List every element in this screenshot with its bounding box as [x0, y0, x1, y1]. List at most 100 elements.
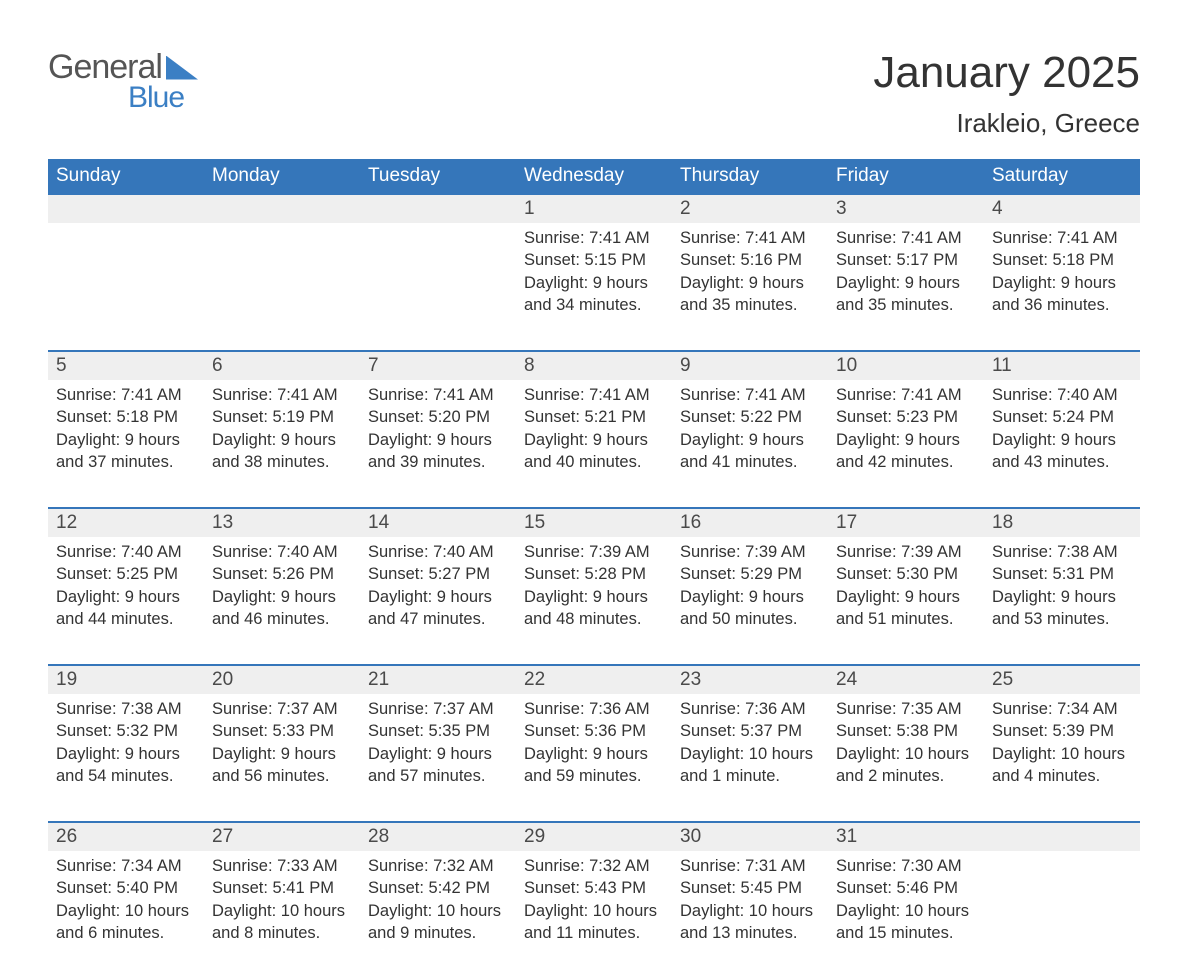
day-number-cell: 24: [828, 665, 984, 694]
sunrise-line: Sunrise: 7:34 AM: [992, 698, 1132, 720]
sunset-line: Sunset: 5:28 PM: [524, 563, 664, 585]
weekday-header: Wednesday: [516, 159, 672, 194]
sunrise-line: Sunrise: 7:37 AM: [212, 698, 352, 720]
daylight-line: Daylight: 9 hours and 48 minutes.: [524, 586, 664, 631]
sunrise-line: Sunrise: 7:36 AM: [524, 698, 664, 720]
day-data-cell: Sunrise: 7:39 AMSunset: 5:29 PMDaylight:…: [672, 537, 828, 665]
day-number-cell: 25: [984, 665, 1140, 694]
day-data-cell: Sunrise: 7:39 AMSunset: 5:28 PMDaylight:…: [516, 537, 672, 665]
daylight-line: Daylight: 9 hours and 41 minutes.: [680, 429, 820, 474]
sunrise-line: Sunrise: 7:30 AM: [836, 855, 976, 877]
day-data-cell: Sunrise: 7:40 AMSunset: 5:24 PMDaylight:…: [984, 380, 1140, 508]
day-data-cell: Sunrise: 7:41 AMSunset: 5:18 PMDaylight:…: [984, 223, 1140, 351]
day-number-row: 12131415161718: [48, 508, 1140, 537]
daylight-line: Daylight: 9 hours and 42 minutes.: [836, 429, 976, 474]
day-number-cell: 26: [48, 822, 204, 851]
day-data-cell: Sunrise: 7:41 AMSunset: 5:17 PMDaylight:…: [828, 223, 984, 351]
sunset-line: Sunset: 5:27 PM: [368, 563, 508, 585]
day-data-cell: Sunrise: 7:34 AMSunset: 5:40 PMDaylight:…: [48, 851, 204, 979]
day-data-cell: Sunrise: 7:41 AMSunset: 5:18 PMDaylight:…: [48, 380, 204, 508]
day-number-cell: 13: [204, 508, 360, 537]
daylight-line: Daylight: 9 hours and 54 minutes.: [56, 743, 196, 788]
sunset-line: Sunset: 5:18 PM: [56, 406, 196, 428]
day-data-cell: Sunrise: 7:41 AMSunset: 5:22 PMDaylight:…: [672, 380, 828, 508]
sunset-line: Sunset: 5:22 PM: [680, 406, 820, 428]
day-number-cell: 16: [672, 508, 828, 537]
sunset-line: Sunset: 5:30 PM: [836, 563, 976, 585]
sunrise-line: Sunrise: 7:33 AM: [212, 855, 352, 877]
day-data-cell: Sunrise: 7:41 AMSunset: 5:15 PMDaylight:…: [516, 223, 672, 351]
day-number-cell: 3: [828, 194, 984, 223]
day-data-row: Sunrise: 7:38 AMSunset: 5:32 PMDaylight:…: [48, 694, 1140, 822]
day-number-cell: 5: [48, 351, 204, 380]
day-data-cell: Sunrise: 7:37 AMSunset: 5:35 PMDaylight:…: [360, 694, 516, 822]
day-number-row: 1234: [48, 194, 1140, 223]
day-data-cell: Sunrise: 7:35 AMSunset: 5:38 PMDaylight:…: [828, 694, 984, 822]
sunrise-line: Sunrise: 7:41 AM: [680, 384, 820, 406]
day-number-cell: 23: [672, 665, 828, 694]
sunset-line: Sunset: 5:40 PM: [56, 877, 196, 899]
daylight-line: Daylight: 9 hours and 51 minutes.: [836, 586, 976, 631]
sunrise-line: Sunrise: 7:41 AM: [524, 384, 664, 406]
day-number-cell: 11: [984, 351, 1140, 380]
day-data-cell: Sunrise: 7:41 AMSunset: 5:23 PMDaylight:…: [828, 380, 984, 508]
sunset-line: Sunset: 5:23 PM: [836, 406, 976, 428]
logo-sail-icon: [166, 56, 198, 80]
day-number-cell: 19: [48, 665, 204, 694]
sunrise-line: Sunrise: 7:39 AM: [680, 541, 820, 563]
calendar-table: SundayMondayTuesdayWednesdayThursdayFrid…: [48, 159, 1140, 979]
sunset-line: Sunset: 5:39 PM: [992, 720, 1132, 742]
sunset-line: Sunset: 5:26 PM: [212, 563, 352, 585]
sunrise-line: Sunrise: 7:41 AM: [56, 384, 196, 406]
sunset-line: Sunset: 5:42 PM: [368, 877, 508, 899]
sunset-line: Sunset: 5:24 PM: [992, 406, 1132, 428]
sunrise-line: Sunrise: 7:40 AM: [212, 541, 352, 563]
day-data-row: Sunrise: 7:41 AMSunset: 5:18 PMDaylight:…: [48, 380, 1140, 508]
day-data-row: Sunrise: 7:34 AMSunset: 5:40 PMDaylight:…: [48, 851, 1140, 979]
daylight-line: Daylight: 9 hours and 57 minutes.: [368, 743, 508, 788]
day-data-cell: Sunrise: 7:41 AMSunset: 5:21 PMDaylight:…: [516, 380, 672, 508]
sunrise-line: Sunrise: 7:41 AM: [836, 227, 976, 249]
sunrise-line: Sunrise: 7:41 AM: [836, 384, 976, 406]
daylight-line: Daylight: 10 hours and 2 minutes.: [836, 743, 976, 788]
day-data-cell: [984, 851, 1140, 979]
day-number-cell: 10: [828, 351, 984, 380]
day-number-cell: 6: [204, 351, 360, 380]
day-number-row: 19202122232425: [48, 665, 1140, 694]
daylight-line: Daylight: 9 hours and 50 minutes.: [680, 586, 820, 631]
day-data-cell: Sunrise: 7:31 AMSunset: 5:45 PMDaylight:…: [672, 851, 828, 979]
day-number-cell: [360, 194, 516, 223]
day-number-cell: 30: [672, 822, 828, 851]
day-number-cell: 20: [204, 665, 360, 694]
sunrise-line: Sunrise: 7:41 AM: [368, 384, 508, 406]
sunrise-line: Sunrise: 7:31 AM: [680, 855, 820, 877]
daylight-line: Daylight: 10 hours and 11 minutes.: [524, 900, 664, 945]
daylight-line: Daylight: 9 hours and 44 minutes.: [56, 586, 196, 631]
day-data-cell: [204, 223, 360, 351]
sunrise-line: Sunrise: 7:38 AM: [992, 541, 1132, 563]
day-number-cell: 4: [984, 194, 1140, 223]
sunrise-line: Sunrise: 7:32 AM: [368, 855, 508, 877]
sunset-line: Sunset: 5:38 PM: [836, 720, 976, 742]
daylight-line: Daylight: 9 hours and 36 minutes.: [992, 272, 1132, 317]
day-number-cell: 7: [360, 351, 516, 380]
weekday-header-row: SundayMondayTuesdayWednesdayThursdayFrid…: [48, 159, 1140, 194]
day-number-cell: 28: [360, 822, 516, 851]
sunset-line: Sunset: 5:18 PM: [992, 249, 1132, 271]
day-number-cell: 29: [516, 822, 672, 851]
daylight-line: Daylight: 10 hours and 8 minutes.: [212, 900, 352, 945]
day-number-cell: [48, 194, 204, 223]
weekday-header: Monday: [204, 159, 360, 194]
sunset-line: Sunset: 5:29 PM: [680, 563, 820, 585]
day-data-row: Sunrise: 7:40 AMSunset: 5:25 PMDaylight:…: [48, 537, 1140, 665]
day-data-cell: Sunrise: 7:34 AMSunset: 5:39 PMDaylight:…: [984, 694, 1140, 822]
daylight-line: Daylight: 10 hours and 9 minutes.: [368, 900, 508, 945]
day-data-row: Sunrise: 7:41 AMSunset: 5:15 PMDaylight:…: [48, 223, 1140, 351]
daylight-line: Daylight: 10 hours and 4 minutes.: [992, 743, 1132, 788]
sunset-line: Sunset: 5:21 PM: [524, 406, 664, 428]
day-number-cell: 22: [516, 665, 672, 694]
day-data-cell: Sunrise: 7:36 AMSunset: 5:36 PMDaylight:…: [516, 694, 672, 822]
title-block: January 2025 Irakleio, Greece: [873, 48, 1140, 139]
day-data-cell: Sunrise: 7:32 AMSunset: 5:43 PMDaylight:…: [516, 851, 672, 979]
logo-blue-text: Blue: [128, 81, 198, 115]
